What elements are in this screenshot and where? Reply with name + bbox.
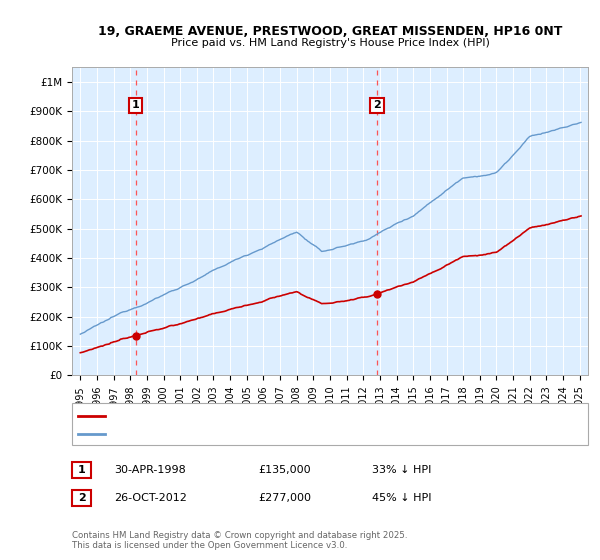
Text: 19, GRAEME AVENUE, PRESTWOOD, GREAT MISSENDEN, HP16 0NT (detached house): 19, GRAEME AVENUE, PRESTWOOD, GREAT MISS…	[111, 411, 513, 420]
Text: 2: 2	[78, 493, 85, 503]
Text: £277,000: £277,000	[258, 493, 311, 503]
Text: HPI: Average price, detached house, Buckinghamshire: HPI: Average price, detached house, Buck…	[111, 430, 369, 438]
Text: £135,000: £135,000	[258, 465, 311, 475]
Text: Contains HM Land Registry data © Crown copyright and database right 2025.
This d: Contains HM Land Registry data © Crown c…	[72, 530, 407, 550]
Text: 33% ↓ HPI: 33% ↓ HPI	[372, 465, 431, 475]
Text: 1: 1	[78, 465, 85, 475]
Text: 19, GRAEME AVENUE, PRESTWOOD, GREAT MISSENDEN, HP16 0NT: 19, GRAEME AVENUE, PRESTWOOD, GREAT MISS…	[98, 25, 562, 38]
Text: Price paid vs. HM Land Registry's House Price Index (HPI): Price paid vs. HM Land Registry's House …	[170, 38, 490, 48]
Text: 45% ↓ HPI: 45% ↓ HPI	[372, 493, 431, 503]
Text: 26-OCT-2012: 26-OCT-2012	[114, 493, 187, 503]
Text: 2: 2	[373, 100, 381, 110]
Text: 1: 1	[132, 100, 140, 110]
Text: 30-APR-1998: 30-APR-1998	[114, 465, 186, 475]
